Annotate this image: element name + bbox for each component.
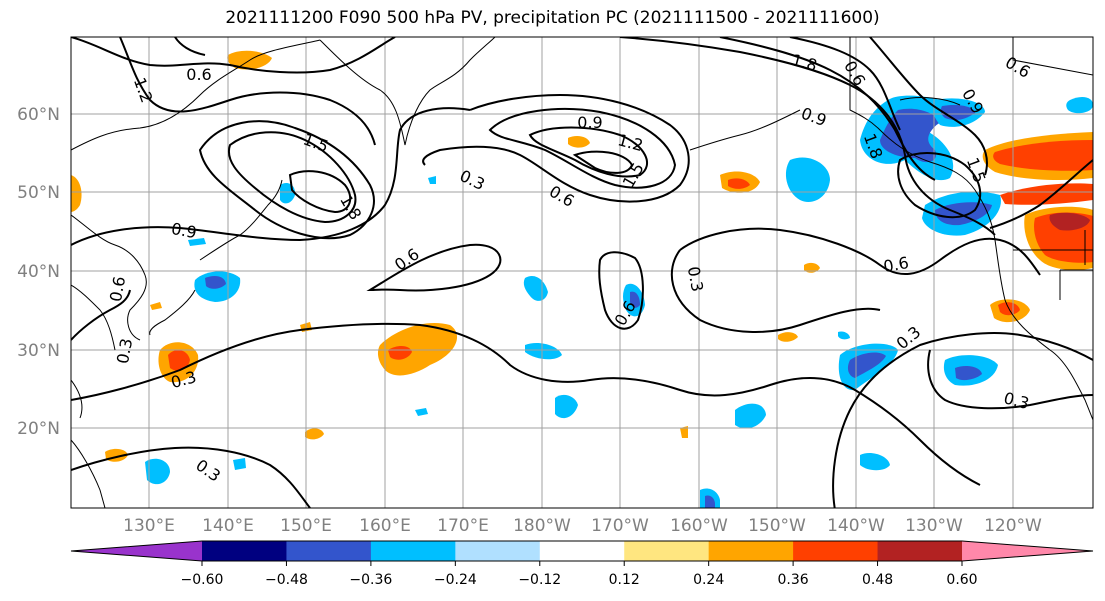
colorbar-tick-label: −0.60 bbox=[181, 572, 224, 588]
colorbar-tick-label: 0.60 bbox=[946, 572, 977, 588]
map-border bbox=[70, 36, 1094, 509]
lon-label: 170°W bbox=[591, 516, 649, 536]
colorbar-tick-label: −0.12 bbox=[518, 572, 561, 588]
contour-label: 0.6 bbox=[106, 275, 129, 303]
lat-label-60n: 60°N bbox=[17, 105, 60, 125]
colorbar: −0.60 −0.48 −0.36 −0.24 −0.12 0.12 0.24 0.36 0.4… bbox=[70, 540, 1094, 588]
lon-label: 120°W bbox=[984, 516, 1042, 536]
colorbar-tick-label: −0.36 bbox=[349, 572, 392, 588]
lon-label: 130°W bbox=[905, 516, 963, 536]
colorbar-tick-label: −0.24 bbox=[434, 572, 477, 588]
contour-label: 0.9 bbox=[577, 113, 602, 132]
lon-label: 150°E bbox=[280, 516, 332, 536]
contour-label: 0.6 bbox=[882, 253, 910, 276]
latitude-labels: 60°N 50°N 40°N 30°N 20°N bbox=[17, 105, 60, 439]
colorbar-tick-label: 0.24 bbox=[693, 572, 724, 588]
colorbar-segment bbox=[708, 541, 794, 561]
map-title: 2021111200 F090 500 hPa PV, precipitatio… bbox=[225, 8, 880, 28]
colorbar-segment bbox=[202, 541, 287, 561]
colorbar-segment bbox=[624, 541, 710, 561]
lon-label: 170°E bbox=[437, 516, 489, 536]
lon-label: 180°W bbox=[513, 516, 571, 536]
lon-label: 140°E bbox=[202, 516, 254, 536]
colorbar-tick-label: 0.36 bbox=[778, 572, 809, 588]
colorbar-segment bbox=[793, 541, 879, 561]
colorbar-segment bbox=[877, 541, 963, 561]
colorbar-segment bbox=[286, 541, 372, 561]
colorbar-tick-label: 0.48 bbox=[862, 572, 893, 588]
colorbar-segment bbox=[370, 541, 456, 561]
colorbar-tick-label: −0.48 bbox=[265, 572, 308, 588]
contour-label: 0.3 bbox=[113, 337, 136, 365]
colorbar-extension-min bbox=[71, 541, 202, 561]
lon-label: 160°W bbox=[670, 516, 728, 536]
colorbar-tick-label: 0.12 bbox=[609, 572, 640, 588]
lon-label: 140°W bbox=[827, 516, 885, 536]
colorbar-segment bbox=[455, 541, 541, 561]
lat-label-30n: 30°N bbox=[17, 341, 60, 361]
lat-label-20n: 20°N bbox=[17, 419, 60, 439]
lat-label-40n: 40°N bbox=[17, 262, 60, 282]
contour-label: 0.9 bbox=[170, 219, 198, 242]
colorbar-segment bbox=[539, 541, 625, 561]
contour-label: 0.6 bbox=[186, 65, 211, 84]
lon-label: 130°E bbox=[123, 516, 175, 536]
precipitation-shading bbox=[71, 50, 1093, 508]
longitude-labels: 130°E 140°E 150°E 160°E 170°E 180°W 170°… bbox=[123, 516, 1042, 536]
contour-label: 0.3 bbox=[684, 265, 707, 293]
pv-contours bbox=[71, 37, 1093, 508]
coastlines bbox=[71, 37, 1093, 508]
lon-label: 160°E bbox=[359, 516, 411, 536]
lat-label-50n: 50°N bbox=[17, 183, 60, 203]
colorbar-extension-max bbox=[962, 541, 1093, 561]
lon-label: 150°W bbox=[748, 516, 806, 536]
